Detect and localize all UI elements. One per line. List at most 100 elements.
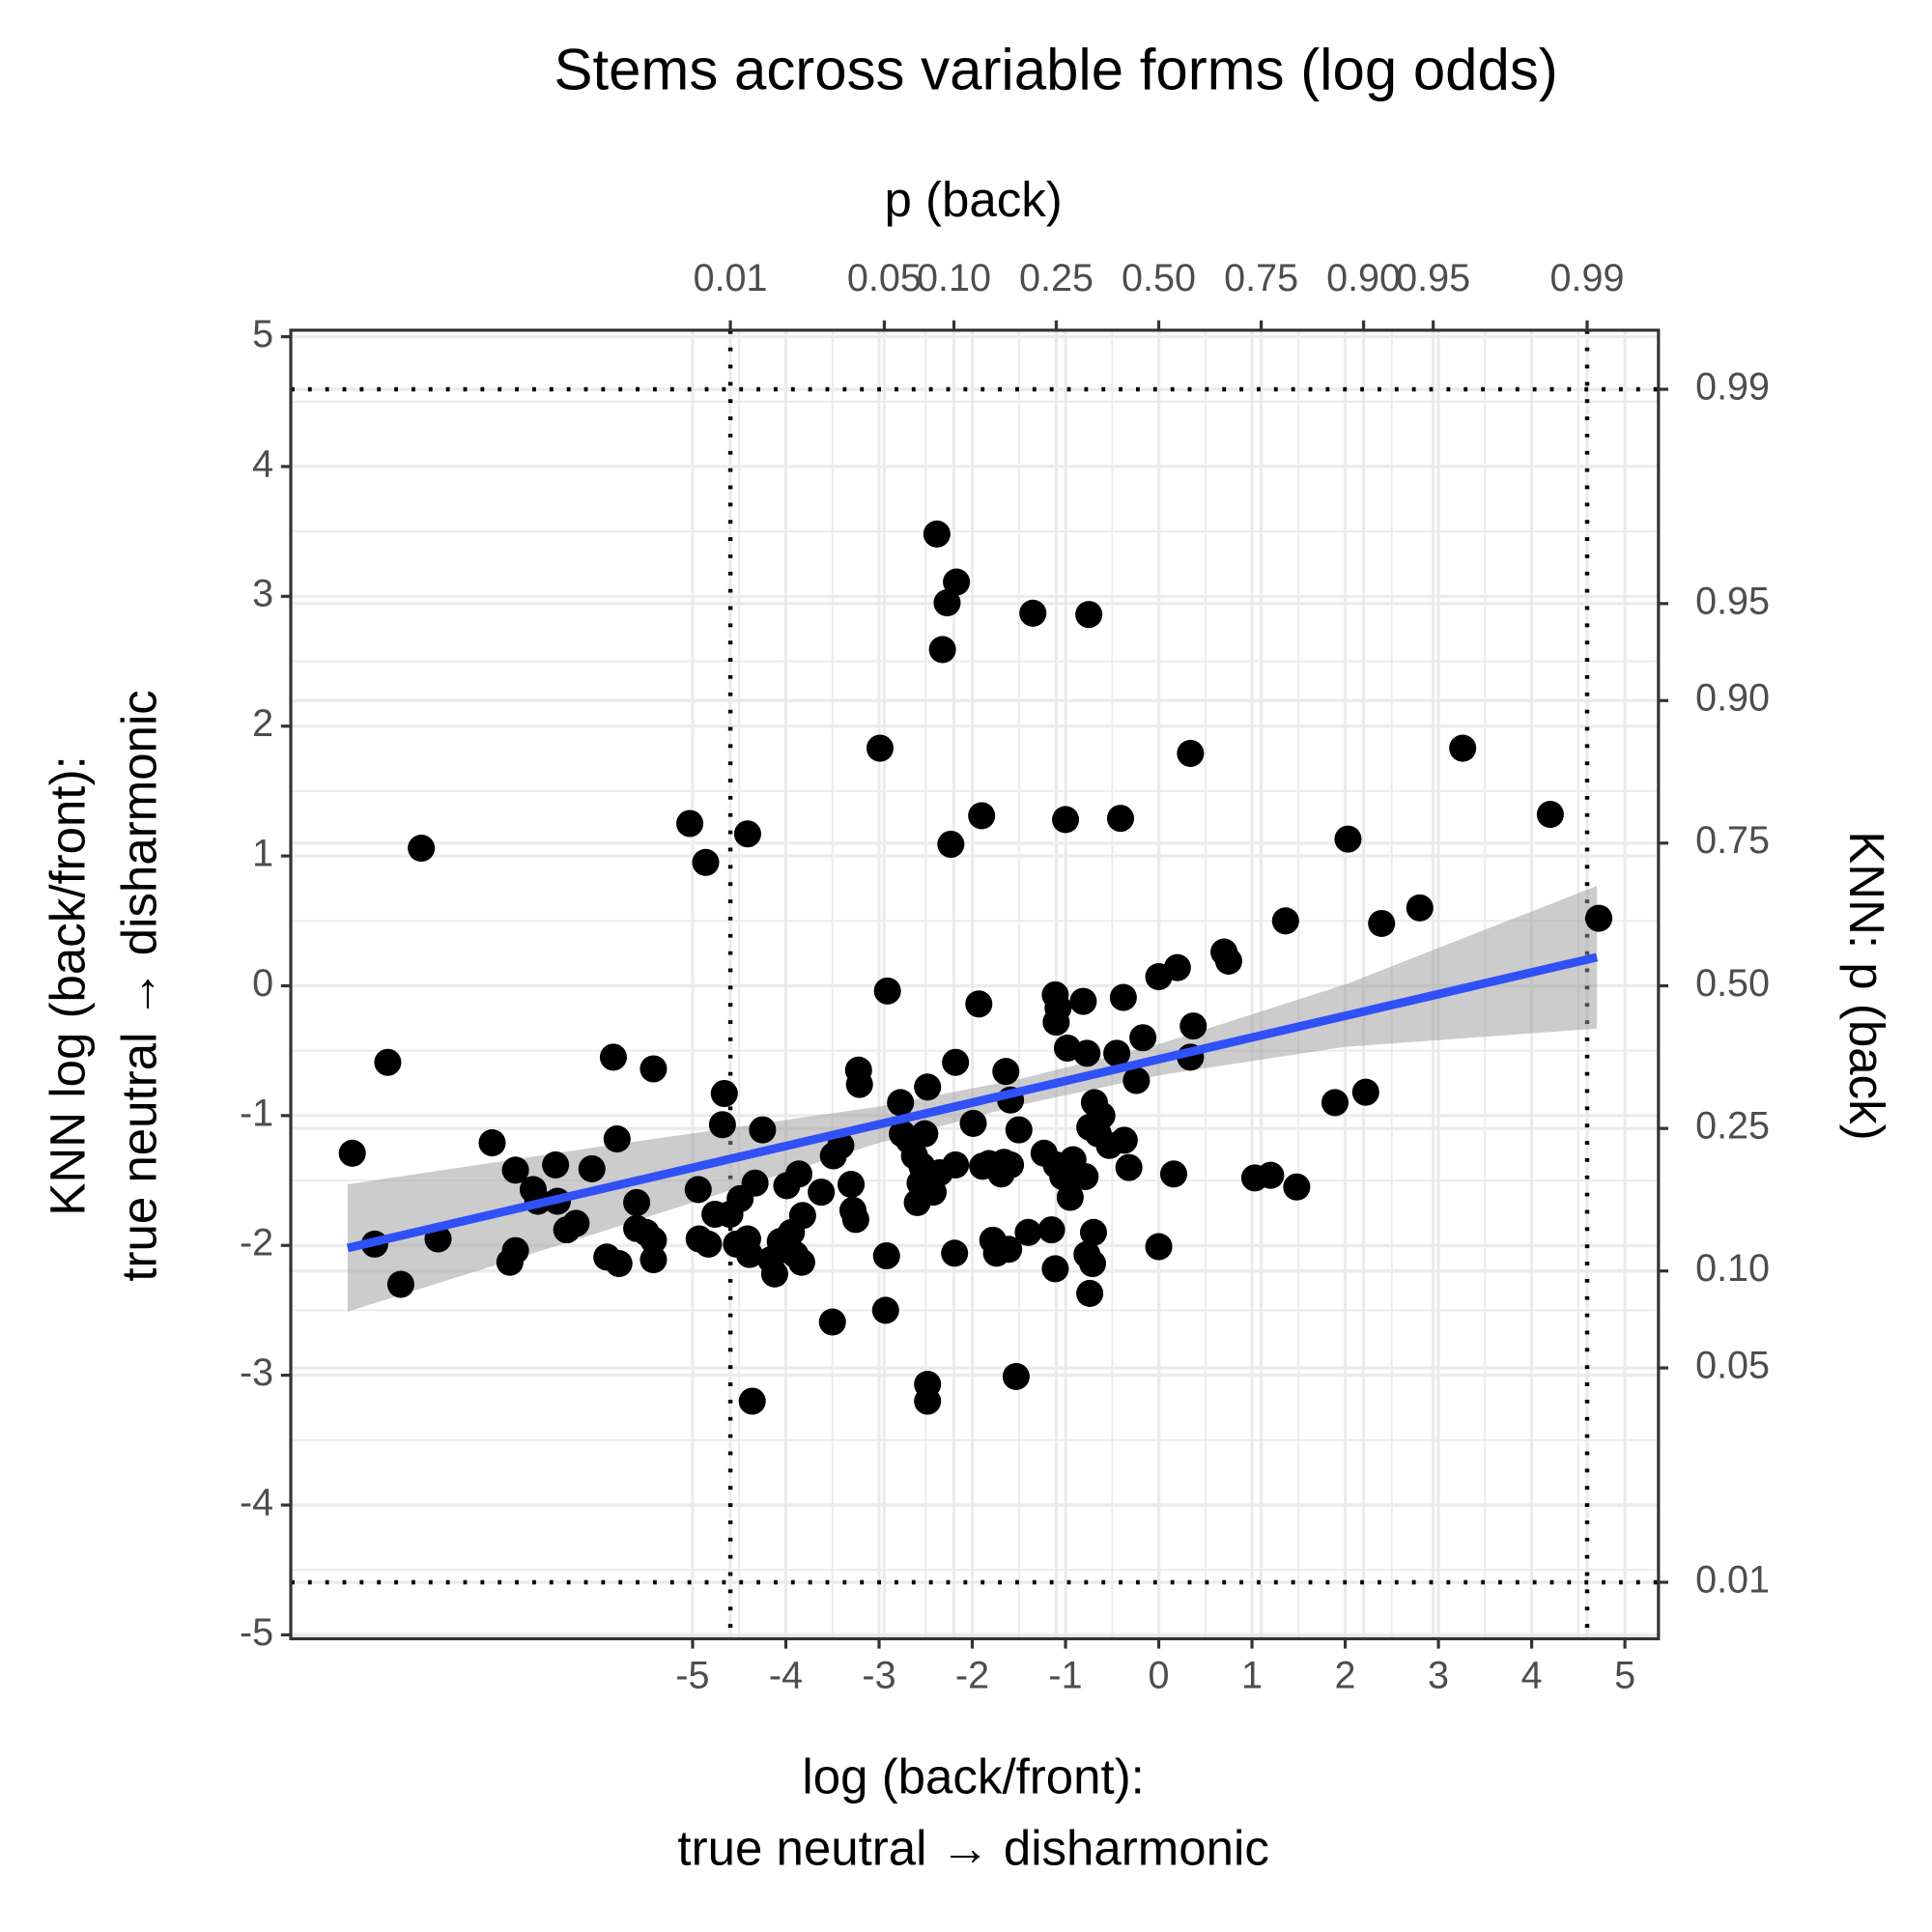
point — [1271, 907, 1299, 935]
y2-tick-label: 0.95 — [1695, 580, 1770, 622]
x2-tick-label: 0.75 — [1224, 257, 1298, 299]
y2-axis-title: KNN: p (back) — [1839, 831, 1894, 1140]
point — [787, 1248, 815, 1276]
point — [1044, 994, 1072, 1022]
point — [1159, 1160, 1188, 1188]
point — [1051, 806, 1080, 834]
x-tick-label: 4 — [1521, 1655, 1543, 1697]
point — [1005, 1116, 1033, 1144]
point — [965, 990, 993, 1018]
point — [943, 568, 971, 596]
point — [1041, 1255, 1069, 1283]
point — [911, 1120, 939, 1148]
y2-tick-label: 0.25 — [1695, 1105, 1770, 1148]
point — [959, 1109, 987, 1137]
point — [841, 1206, 869, 1234]
point — [1179, 1012, 1208, 1040]
x2-tick-label: 0.05 — [847, 257, 922, 299]
x2-tick-label: 0.99 — [1550, 257, 1625, 299]
point — [1321, 1089, 1349, 1117]
point — [623, 1188, 651, 1216]
chart-title: Stems across variable forms (log odds) — [554, 37, 1557, 101]
point — [871, 1296, 899, 1324]
x-tick-label: 5 — [1614, 1655, 1635, 1697]
x2-tick-label: 0.95 — [1396, 257, 1470, 299]
y-axis-title: true neutral → disharmonic — [111, 690, 166, 1281]
point — [1076, 1279, 1104, 1307]
y2-tick-label: 0.50 — [1695, 962, 1770, 1005]
point — [603, 1125, 631, 1153]
point — [1078, 1250, 1107, 1278]
x-tick-label: -1 — [1048, 1655, 1082, 1697]
x2-tick-label: 0.25 — [1019, 257, 1094, 299]
point — [710, 1079, 738, 1108]
point — [639, 1226, 668, 1254]
point — [845, 1070, 873, 1098]
point — [1088, 1101, 1116, 1129]
point — [708, 1111, 736, 1139]
x-axis-title: log (back/front): — [802, 1749, 1144, 1804]
point — [1129, 1024, 1157, 1052]
point — [1122, 1066, 1151, 1094]
point — [933, 589, 961, 617]
y-tick-label: -1 — [240, 1092, 273, 1134]
point — [692, 848, 720, 876]
point — [1109, 983, 1137, 1011]
y-tick-label: 1 — [252, 833, 273, 875]
y-axis-title: KNN log (back/front): — [40, 755, 95, 1215]
point — [923, 520, 951, 548]
y2-tick-label: 0.05 — [1695, 1345, 1770, 1387]
point — [928, 636, 956, 664]
point — [1406, 894, 1434, 922]
point — [937, 830, 965, 859]
point — [1257, 1161, 1285, 1189]
point — [578, 1154, 606, 1182]
x2-tick-label: 0.50 — [1122, 257, 1196, 299]
point — [1368, 909, 1396, 938]
x-tick-label: 2 — [1335, 1655, 1356, 1697]
point — [1163, 953, 1191, 981]
point — [749, 1116, 777, 1144]
point — [1536, 801, 1564, 829]
y-tick-label: 3 — [252, 573, 273, 615]
point — [1069, 987, 1097, 1015]
y-tick-label: -4 — [240, 1481, 273, 1523]
point — [374, 1048, 402, 1076]
point — [735, 1240, 763, 1268]
point — [760, 1260, 788, 1288]
x2-tick-label: 0.10 — [917, 257, 991, 299]
point — [695, 1230, 723, 1258]
y-tick-label: -2 — [240, 1222, 273, 1264]
point — [1019, 599, 1047, 627]
point — [478, 1129, 506, 1157]
point — [1115, 1153, 1143, 1181]
x2-axis-title: p (back) — [885, 172, 1063, 227]
x-tick-label: -3 — [862, 1655, 895, 1697]
point — [1110, 1126, 1138, 1154]
point — [1073, 1039, 1101, 1067]
point — [1014, 1218, 1042, 1246]
point — [914, 1387, 942, 1415]
point — [995, 1236, 1023, 1264]
point — [1334, 825, 1362, 853]
point — [997, 1151, 1025, 1179]
point — [788, 1202, 816, 1230]
point — [942, 1048, 970, 1076]
y-tick-label: 5 — [252, 313, 273, 355]
point — [914, 1073, 942, 1101]
x-tick-label: 3 — [1428, 1655, 1449, 1697]
point — [408, 834, 436, 863]
point — [866, 734, 895, 762]
point — [941, 1239, 969, 1267]
point — [808, 1179, 836, 1207]
point — [1037, 1216, 1065, 1244]
point — [605, 1250, 633, 1278]
x-tick-label: 1 — [1241, 1655, 1263, 1697]
point — [1106, 805, 1134, 833]
point — [1585, 904, 1613, 932]
y-tick-label: 4 — [252, 442, 273, 485]
point — [1351, 1078, 1379, 1106]
point — [1145, 1233, 1173, 1261]
point — [838, 1171, 866, 1199]
